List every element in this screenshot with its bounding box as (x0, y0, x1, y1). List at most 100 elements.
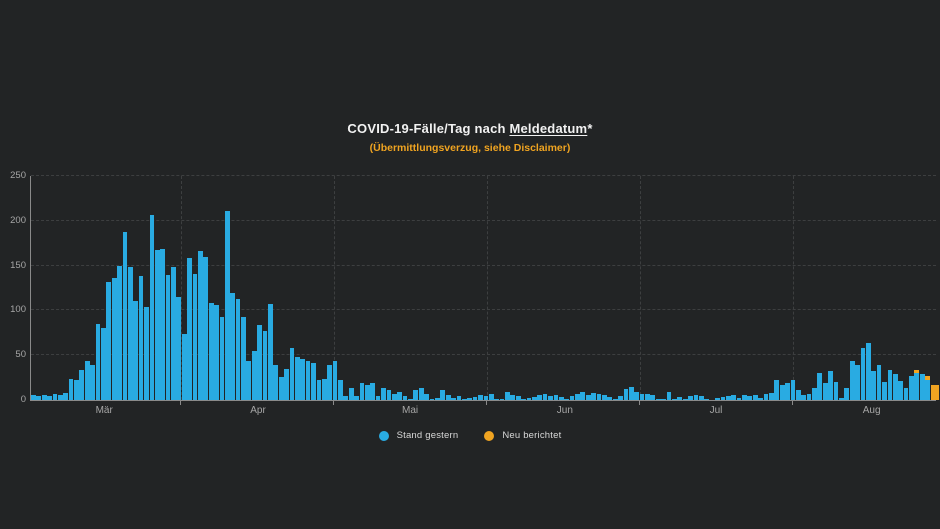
bar-stand-gestern[interactable] (122, 232, 128, 400)
bar-stand-gestern[interactable] (698, 396, 704, 400)
bar-stand-gestern[interactable] (521, 399, 526, 400)
bar-stand-gestern[interactable] (623, 389, 629, 400)
bar-stand-gestern[interactable] (84, 361, 90, 400)
bar-stand-gestern[interactable] (138, 276, 144, 400)
bar-stand-gestern[interactable] (359, 382, 365, 400)
bar-stand-gestern[interactable] (321, 378, 327, 400)
bar-stand-gestern[interactable] (892, 374, 898, 400)
bar-stand-gestern[interactable] (338, 380, 343, 400)
bar-stand-gestern[interactable] (224, 210, 230, 400)
bar-stand-gestern[interactable] (402, 396, 408, 400)
bar-neu-berichtet[interactable] (914, 370, 920, 374)
bar-stand-gestern[interactable] (558, 397, 564, 400)
bar-stand-gestern[interactable] (666, 391, 672, 400)
bar-stand-gestern[interactable] (445, 394, 451, 400)
bar-stand-gestern[interactable] (154, 250, 160, 400)
bar-stand-gestern[interactable] (79, 370, 85, 400)
bar-stand-gestern[interactable] (397, 391, 403, 400)
bar-stand-gestern[interactable] (197, 251, 203, 400)
bar-stand-gestern[interactable] (165, 275, 171, 400)
bar-stand-gestern[interactable] (618, 396, 623, 400)
legend-item-neu-berichtet[interactable]: Neu berichtet (484, 430, 561, 441)
bar-stand-gestern[interactable] (316, 380, 322, 400)
bar-stand-gestern[interactable] (909, 375, 914, 400)
bar-stand-gestern[interactable] (176, 296, 182, 400)
bar-stand-gestern[interactable] (882, 382, 887, 400)
bar-stand-gestern[interactable] (429, 399, 435, 400)
bar-stand-gestern[interactable] (160, 248, 166, 400)
bar-stand-gestern[interactable] (542, 393, 548, 400)
bar-stand-gestern[interactable] (343, 396, 349, 400)
bar-stand-gestern[interactable] (510, 394, 516, 400)
bar-stand-gestern[interactable] (268, 304, 273, 400)
bar-stand-gestern[interactable] (208, 303, 214, 400)
bar-stand-gestern[interactable] (494, 399, 499, 400)
bar-stand-gestern[interactable] (785, 382, 790, 400)
bar-stand-gestern[interactable] (898, 381, 904, 400)
bar-stand-gestern[interactable] (790, 380, 796, 400)
bar-stand-gestern[interactable] (101, 328, 106, 400)
bar-stand-gestern[interactable] (74, 380, 79, 400)
bar-stand-gestern[interactable] (289, 348, 295, 400)
bar-stand-gestern[interactable] (817, 373, 823, 400)
bar-stand-gestern[interactable] (612, 399, 618, 400)
bar-stand-gestern[interactable] (36, 396, 42, 400)
bar-stand-gestern[interactable] (472, 397, 478, 400)
bar-stand-gestern[interactable] (203, 256, 209, 400)
bar-stand-gestern[interactable] (171, 266, 176, 400)
bar-stand-gestern[interactable] (720, 397, 726, 400)
bar-stand-gestern[interactable] (117, 265, 122, 400)
bar-stand-gestern[interactable] (391, 393, 397, 400)
bar-stand-gestern[interactable] (731, 394, 737, 400)
bar-stand-gestern[interactable] (505, 391, 510, 400)
bar-stand-gestern[interactable] (251, 350, 257, 400)
bar-stand-gestern[interactable] (849, 361, 855, 400)
bar-stand-gestern[interactable] (887, 370, 893, 400)
bar-stand-gestern[interactable] (181, 333, 187, 400)
bar-stand-gestern[interactable] (833, 382, 839, 400)
bar-stand-gestern[interactable] (688, 395, 693, 400)
bar-stand-gestern[interactable] (871, 371, 877, 400)
bar-stand-gestern[interactable] (381, 388, 386, 400)
bar-stand-gestern[interactable] (591, 392, 596, 400)
bar-stand-gestern[interactable] (645, 393, 650, 400)
bar-stand-gestern[interactable] (57, 394, 63, 400)
bar-stand-gestern[interactable] (386, 390, 392, 400)
bar-stand-gestern[interactable] (661, 399, 666, 400)
bar-stand-gestern[interactable] (515, 396, 521, 400)
bar-stand-gestern[interactable] (278, 376, 284, 400)
bar-stand-gestern[interactable] (90, 365, 95, 400)
bar-stand-gestern[interactable] (413, 390, 419, 400)
bar-stand-gestern[interactable] (537, 394, 543, 400)
legend-item-stand-gestern[interactable]: Stand gestern (378, 430, 459, 441)
bar-stand-gestern[interactable] (257, 324, 262, 400)
bar-stand-gestern[interactable] (650, 394, 656, 400)
bar-stand-gestern[interactable] (311, 363, 316, 400)
bar-stand-gestern[interactable] (575, 393, 580, 400)
bar-stand-gestern[interactable] (801, 394, 807, 400)
bar-stand-gestern[interactable] (812, 388, 817, 400)
bar-stand-gestern[interactable] (144, 306, 149, 400)
bar-stand-gestern[interactable] (187, 258, 192, 400)
bar-stand-gestern[interactable] (305, 361, 311, 400)
bar-stand-gestern[interactable] (704, 399, 710, 400)
bar-stand-gestern[interactable] (602, 394, 607, 400)
bar-stand-gestern[interactable] (806, 393, 812, 400)
bar-stand-gestern[interactable] (47, 395, 52, 400)
bar-stand-gestern[interactable] (370, 382, 376, 400)
bar-stand-gestern[interactable] (68, 378, 74, 400)
bar-stand-gestern[interactable] (284, 368, 289, 400)
bar-stand-gestern[interactable] (440, 390, 446, 400)
bar-stand-gestern[interactable] (41, 394, 47, 400)
bar-stand-gestern[interactable] (672, 399, 677, 400)
bar-stand-gestern[interactable] (375, 396, 381, 400)
bar-stand-gestern[interactable] (855, 365, 860, 400)
bar-stand-gestern[interactable] (865, 342, 871, 400)
bar-stand-gestern[interactable] (580, 391, 586, 400)
bar-stand-gestern[interactable] (779, 384, 785, 400)
bar-stand-gestern[interactable] (628, 387, 634, 400)
bar-stand-gestern[interactable] (354, 396, 359, 400)
bar-stand-gestern[interactable] (95, 323, 101, 400)
bar-stand-gestern[interactable] (725, 396, 731, 400)
bar-stand-gestern[interactable] (742, 394, 747, 400)
